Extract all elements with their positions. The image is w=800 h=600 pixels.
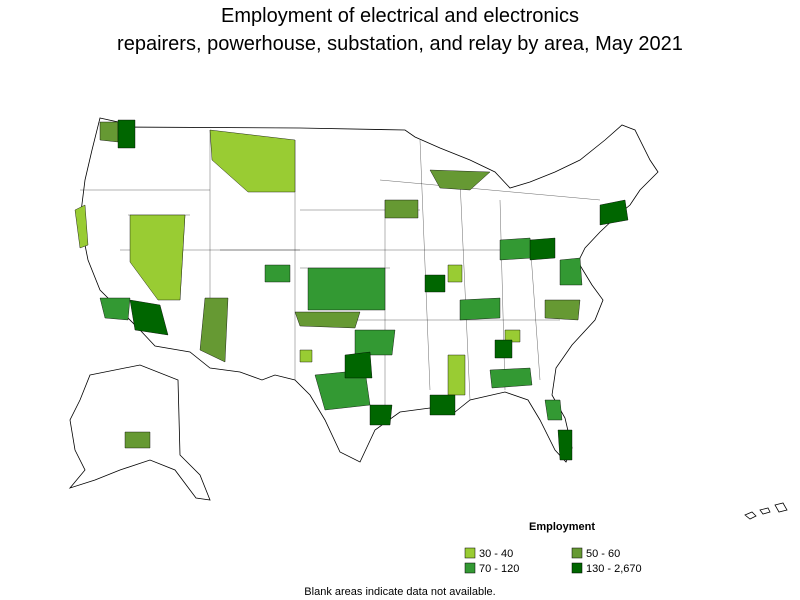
map-area [447, 354, 466, 396]
legend-swatch [464, 547, 476, 559]
legend-label: 70 - 120 [479, 563, 519, 575]
map-area [354, 329, 396, 356]
map-area [424, 274, 446, 293]
legend-swatch [571, 562, 583, 574]
map-area [529, 237, 556, 261]
map-area [124, 431, 151, 449]
map-area [599, 199, 629, 226]
legend-swatch [464, 562, 476, 574]
map-area [209, 129, 296, 193]
map-area [129, 214, 186, 301]
map-area [299, 349, 313, 363]
map-area [504, 329, 521, 343]
legend-label: 30 - 40 [479, 548, 513, 560]
map-area [129, 299, 169, 336]
map-area [429, 169, 491, 191]
map-area [384, 199, 419, 219]
title-line: Employment of electrical and electronics [221, 5, 579, 27]
legend: 30 - 40 70 - 120 50 - 60 130 - 2,670 [464, 547, 642, 575]
map-area [559, 257, 583, 286]
legend-label: 130 - 2,670 [586, 563, 642, 575]
map-area [199, 297, 229, 363]
map-area [99, 297, 131, 321]
map-area [117, 119, 136, 149]
map-area [499, 237, 533, 261]
map-area [344, 351, 373, 379]
map-area [99, 121, 119, 143]
map-area [264, 264, 291, 283]
legend-swatch [571, 547, 583, 559]
map-area [544, 299, 581, 321]
title-line: repairers, powerhouse, substation, and r… [117, 33, 683, 55]
map-area [369, 404, 393, 426]
map-area [294, 311, 361, 329]
note: Blank areas indicate data not available. [304, 586, 495, 598]
map-area [307, 267, 386, 311]
map-area [459, 297, 501, 321]
map-area [557, 429, 573, 461]
us-map [68, 117, 788, 520]
map-area [494, 339, 513, 359]
map-area [447, 264, 463, 283]
legend-label: 50 - 60 [586, 548, 620, 560]
hawaii [744, 502, 788, 520]
map-area [74, 204, 89, 249]
legend-title: Employment [529, 521, 595, 533]
map-area [489, 367, 533, 389]
map-area [429, 394, 456, 416]
map-area [544, 399, 563, 421]
